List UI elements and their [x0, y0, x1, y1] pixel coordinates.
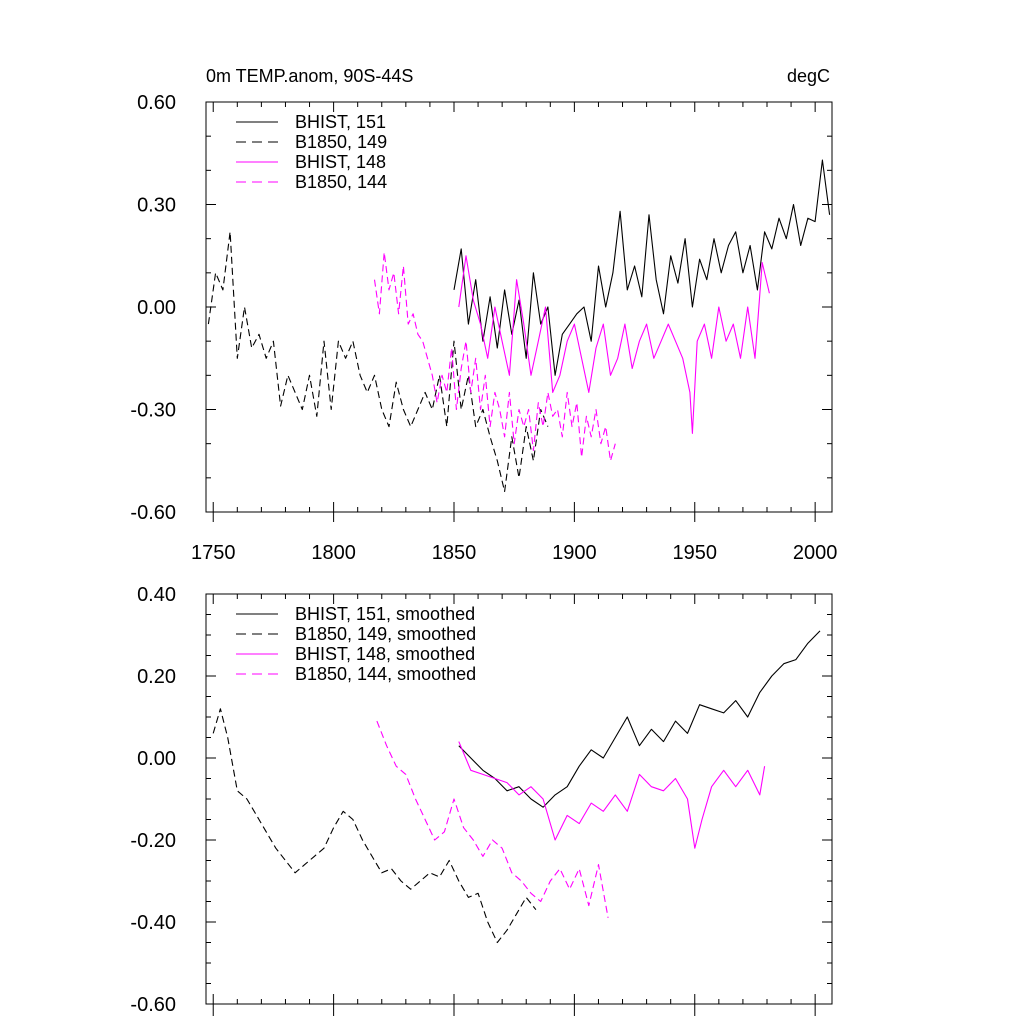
x-tick-label: 1850: [432, 542, 477, 564]
y-tick-label: -0.30: [130, 400, 176, 422]
x-tick-label: 1800: [311, 542, 356, 564]
legend-label: BHIST, 148: [295, 152, 386, 172]
x-tick-label: 2000: [793, 542, 838, 564]
y-tick-label: -0.20: [130, 830, 176, 852]
top-panel-title: 0m TEMP.anom, 90S-44S: [206, 66, 413, 86]
y-tick-label: 0.00: [137, 297, 176, 319]
series-line-0: [458, 630, 821, 808]
legend-label: B1850, 144: [295, 172, 387, 192]
bottom-panel: 0.40 0.20 0.00 -0.20 -0.40 -0.60 BHIST, 151, …: [130, 584, 833, 1016]
legend-label: B1850, 149, smoothed: [295, 624, 476, 644]
series-line-1: [212, 708, 537, 944]
y-tick-label: -0.40: [130, 912, 176, 934]
series-line-1: [207, 231, 549, 493]
series-line-3: [373, 251, 616, 462]
series-line-2: [458, 255, 770, 434]
x-tick-label: 1750: [191, 542, 236, 564]
x-tick-label: 1900: [552, 542, 597, 564]
y-tick-label: -0.60: [130, 994, 176, 1016]
legend-label: BHIST, 151: [295, 112, 386, 132]
series-line-2: [458, 741, 766, 849]
legend-label: BHIST, 151, smoothed: [295, 604, 475, 624]
series-line-0: [453, 159, 831, 376]
legend-label: B1850, 144, smoothed: [295, 664, 476, 684]
x-tick-label: 1950: [673, 542, 718, 564]
top-panel-units: degC: [787, 66, 830, 86]
legend-label: B1850, 149: [295, 132, 387, 152]
y-tick-label: 0.40: [137, 584, 176, 606]
y-tick-label: 0.20: [137, 666, 176, 688]
y-tick-label: -0.60: [130, 502, 176, 524]
series-line-3: [376, 720, 609, 918]
y-tick-label: 0.00: [137, 748, 176, 770]
y-tick-label: 0.60: [137, 92, 176, 114]
top-panel: 0m TEMP.anom, 90S-44S degC 0.60 0.30 0.00 -…: [130, 66, 837, 564]
y-tick-label: 0.30: [137, 195, 176, 217]
legend-label: BHIST, 148, smoothed: [295, 644, 475, 664]
